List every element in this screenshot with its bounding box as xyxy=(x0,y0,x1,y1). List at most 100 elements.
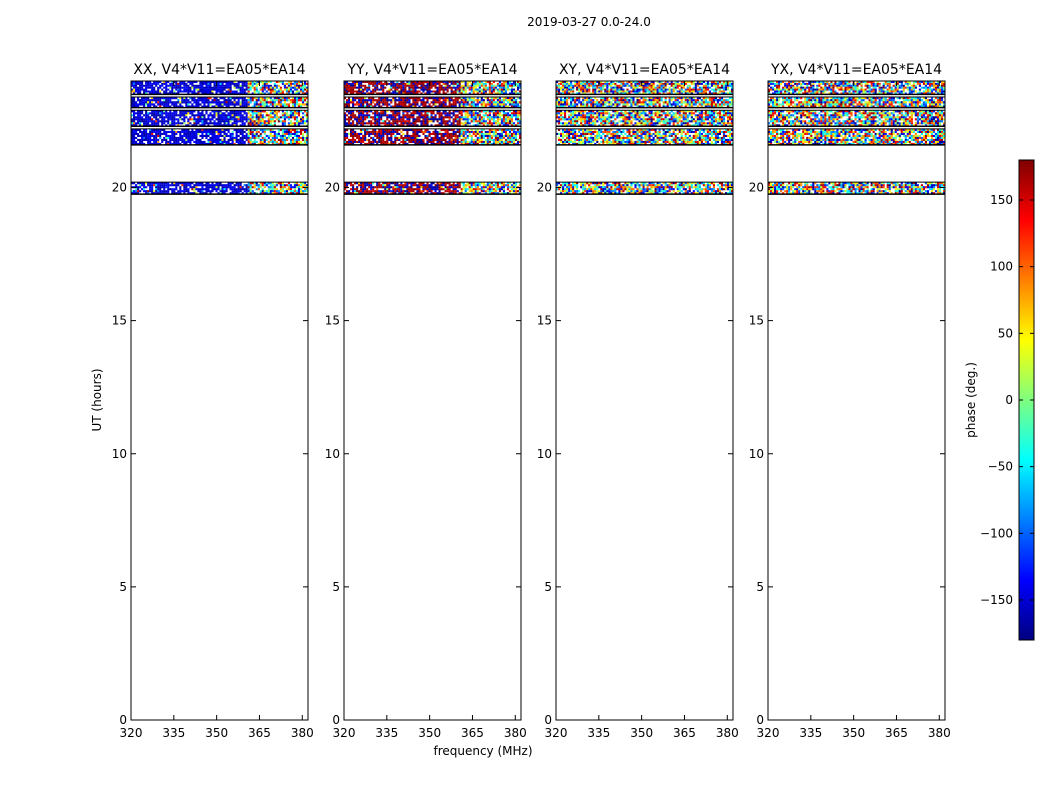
heatmap-cell xyxy=(243,103,246,106)
heatmap-cell xyxy=(370,190,373,193)
heatmap-cell xyxy=(205,110,208,113)
heatmap-cell xyxy=(390,88,393,91)
heatmap-cell xyxy=(255,120,258,123)
heatmap-cell xyxy=(450,99,453,102)
heatmap-cell xyxy=(496,118,499,121)
heatmap-cell xyxy=(478,120,481,123)
heatmap-cell xyxy=(291,132,295,136)
heatmap-cell xyxy=(410,128,413,132)
heatmap-cell xyxy=(263,130,266,134)
heatmap-cell xyxy=(223,86,226,89)
heatmap-cell xyxy=(251,130,254,134)
heatmap-cell xyxy=(346,122,349,125)
heatmap-cell xyxy=(283,99,286,102)
heatmap-cell xyxy=(514,110,518,113)
heatmap-cell xyxy=(253,132,256,136)
heatmap-cell xyxy=(428,105,431,108)
heatmap-cell xyxy=(350,112,353,115)
heatmap-cell xyxy=(147,120,150,123)
heatmap-cell xyxy=(466,99,469,102)
heatmap-cell xyxy=(428,90,431,93)
heatmap-cell xyxy=(203,118,206,121)
heatmap-cell xyxy=(466,128,469,132)
heatmap-cell xyxy=(281,134,284,138)
heatmap-cell xyxy=(225,86,228,89)
heatmap-cell xyxy=(394,120,397,123)
heatmap-cell xyxy=(412,132,415,136)
heatmap-cell xyxy=(253,140,256,144)
heatmap-cell xyxy=(496,105,499,108)
heatmap-cell xyxy=(157,103,160,106)
heatmap-cell xyxy=(352,122,355,125)
heatmap-cell xyxy=(460,105,463,108)
heatmap-cell xyxy=(219,118,222,121)
heatmap-cell xyxy=(199,128,202,132)
heatmap-cell xyxy=(384,120,387,123)
heatmap-cell xyxy=(133,118,136,121)
heatmap-cell xyxy=(279,120,282,123)
heatmap-cell xyxy=(498,88,501,91)
heatmap-cell xyxy=(514,82,518,85)
heatmap-cell xyxy=(382,134,385,138)
heatmap-cell xyxy=(560,81,563,83)
heatmap-cell xyxy=(155,142,158,145)
heatmap-cell xyxy=(382,122,385,125)
heatmap-cell xyxy=(155,192,158,195)
heatmap-cell xyxy=(386,124,389,127)
heatmap-cell xyxy=(165,192,168,195)
heatmap-cell xyxy=(145,90,148,93)
heatmap-cell xyxy=(151,103,154,106)
heatmap-cell xyxy=(502,99,506,102)
heatmap-cell xyxy=(588,81,591,83)
heatmap-cell xyxy=(346,124,349,127)
heatmap-cell xyxy=(163,182,166,185)
heatmap-cell xyxy=(626,81,629,83)
heatmap-cell xyxy=(396,99,399,102)
heatmap-cell xyxy=(193,186,196,189)
heatmap-cell xyxy=(181,101,184,104)
heatmap-cell xyxy=(189,90,192,93)
heatmap-cell xyxy=(366,122,369,125)
heatmap-cell xyxy=(516,140,520,144)
heatmap-cell xyxy=(444,120,447,123)
heatmap-cell xyxy=(418,90,421,93)
heatmap-cell xyxy=(199,140,202,144)
heatmap-cell xyxy=(464,92,467,95)
heatmap-cell xyxy=(432,101,435,104)
heatmap-cell xyxy=(468,86,471,89)
heatmap-cell xyxy=(490,110,493,113)
heatmap-cell xyxy=(199,138,202,142)
heatmap-cell xyxy=(135,86,138,89)
heatmap-cell xyxy=(211,130,214,134)
heatmap-cell xyxy=(243,81,246,83)
heatmap-cell xyxy=(165,90,168,93)
heatmap-cell xyxy=(295,132,299,136)
heatmap-cell xyxy=(484,186,487,189)
heatmap-cell xyxy=(382,112,385,115)
heatmap-cell xyxy=(416,124,419,127)
heatmap-cell xyxy=(207,184,210,187)
heatmap-cell xyxy=(360,124,363,127)
heatmap-cell xyxy=(283,96,286,100)
heatmap-cell xyxy=(187,140,190,144)
heatmap-cell xyxy=(263,103,266,106)
heatmap-cell xyxy=(370,132,373,136)
heatmap-cell xyxy=(277,99,280,102)
heatmap-cell xyxy=(432,136,435,140)
heatmap-cell xyxy=(233,112,236,115)
heatmap-cell xyxy=(141,132,144,136)
heatmap-cell xyxy=(283,190,286,193)
heatmap-cell xyxy=(560,82,563,85)
heatmap-cell xyxy=(271,136,274,140)
heatmap-cell xyxy=(436,101,439,104)
heatmap-cell xyxy=(207,138,210,142)
heatmap-cell xyxy=(133,90,136,93)
heatmap-cell xyxy=(201,118,204,121)
heatmap-cell xyxy=(201,101,204,104)
heatmap-cell xyxy=(291,96,295,100)
heatmap-cell xyxy=(448,110,451,113)
heatmap-cell xyxy=(408,128,411,132)
heatmap-cell xyxy=(472,182,475,185)
heatmap-cell xyxy=(508,116,512,119)
heatmap-cell xyxy=(496,182,499,185)
